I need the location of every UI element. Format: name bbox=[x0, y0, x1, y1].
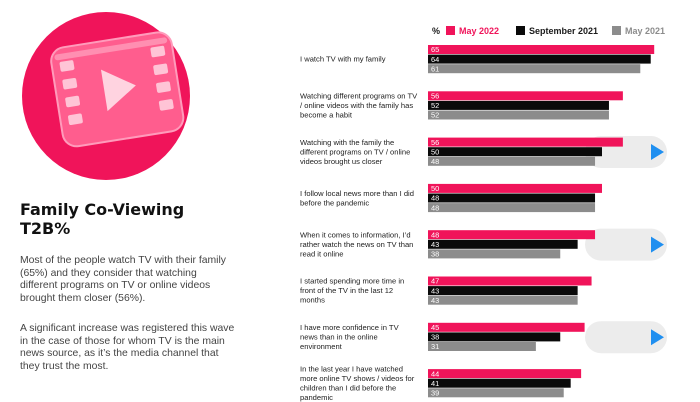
data-label: 43 bbox=[431, 240, 439, 249]
bar bbox=[428, 110, 609, 120]
bar bbox=[428, 249, 561, 259]
bar bbox=[428, 147, 602, 157]
data-label: 56 bbox=[431, 92, 439, 101]
bar bbox=[428, 342, 536, 351]
category-label: Watching with the family the different pr… bbox=[300, 138, 410, 166]
data-label: 38 bbox=[431, 250, 439, 259]
legend-swatch bbox=[446, 26, 455, 35]
data-label: 50 bbox=[431, 184, 439, 193]
data-label: 31 bbox=[431, 342, 439, 351]
data-label: 39 bbox=[431, 389, 439, 398]
bar bbox=[428, 64, 641, 74]
bar bbox=[428, 378, 571, 388]
data-label: 65 bbox=[431, 45, 439, 54]
data-label: 48 bbox=[431, 203, 439, 212]
data-label: 50 bbox=[431, 147, 439, 156]
category-label: In the last year I have watched more onli… bbox=[300, 365, 415, 402]
bar bbox=[428, 230, 596, 240]
data-label: 43 bbox=[431, 296, 439, 305]
tv-video-illustration bbox=[22, 12, 190, 180]
category-label: I started spending more time in front of … bbox=[300, 277, 404, 305]
bar bbox=[428, 322, 585, 332]
legend-percent-label: % bbox=[432, 26, 441, 36]
section-heading: Family Co-Viewing T2B% bbox=[20, 200, 260, 238]
bar bbox=[428, 100, 609, 110]
paragraph-2: A significant increase was registered th… bbox=[20, 323, 235, 372]
bar bbox=[428, 137, 623, 147]
paragraph-1: Most of the people watch TV with their f… bbox=[20, 255, 226, 304]
category-label: When it comes to information, I’d rather … bbox=[300, 230, 413, 258]
hero-play-icon bbox=[100, 69, 136, 112]
bar bbox=[428, 54, 651, 64]
bar bbox=[428, 45, 655, 54]
data-label: 61 bbox=[431, 64, 439, 73]
legend-label: May 2022 bbox=[459, 26, 500, 36]
data-label: 41 bbox=[431, 379, 439, 388]
play-marker-background bbox=[585, 321, 667, 354]
category-label: Watching different programs on TV / onlin… bbox=[300, 91, 418, 119]
category-label: I have more confidence in TV news than in… bbox=[300, 323, 400, 351]
bar bbox=[428, 156, 596, 166]
bar bbox=[428, 183, 602, 193]
data-label: 48 bbox=[431, 157, 439, 166]
bar bbox=[428, 388, 564, 398]
data-label: 38 bbox=[431, 333, 439, 342]
legend-item-may-2021: May 2021 bbox=[612, 24, 665, 38]
play-icon bbox=[651, 144, 664, 160]
bar bbox=[428, 295, 578, 305]
bar bbox=[428, 276, 592, 286]
data-label: 52 bbox=[431, 101, 439, 110]
play-marker-background bbox=[585, 228, 667, 261]
data-label: 45 bbox=[431, 323, 439, 332]
category-label: I watch TV with my family bbox=[300, 55, 386, 64]
data-label: 44 bbox=[431, 369, 439, 378]
data-label: 48 bbox=[431, 194, 439, 203]
legend-label: May 2021 bbox=[625, 26, 666, 36]
bar bbox=[428, 239, 578, 249]
play-icon bbox=[651, 329, 664, 346]
bar bbox=[428, 369, 582, 379]
heading-line-1: Family Co-Viewing bbox=[20, 200, 185, 219]
data-label: 52 bbox=[431, 111, 439, 120]
bar bbox=[428, 332, 561, 342]
data-label: 64 bbox=[431, 55, 439, 64]
bar bbox=[428, 203, 596, 213]
legend-swatch bbox=[612, 26, 621, 35]
bar bbox=[428, 91, 623, 101]
data-label: 56 bbox=[431, 138, 439, 147]
data-label: 48 bbox=[431, 230, 439, 239]
legend-label: September 2021 bbox=[529, 26, 599, 36]
bar bbox=[428, 193, 596, 203]
legend-swatch bbox=[516, 26, 525, 35]
play-icon bbox=[651, 236, 664, 253]
legend-item-september-2021: September 2021 bbox=[516, 24, 598, 38]
data-label: 43 bbox=[431, 286, 439, 295]
category-label: I follow local news more than I did befor… bbox=[300, 189, 414, 208]
bar bbox=[428, 286, 578, 296]
data-label: 47 bbox=[431, 277, 439, 286]
legend-item-may-2022: May 2022 bbox=[446, 24, 499, 38]
heading-line-2: T2B% bbox=[20, 219, 71, 238]
chart-legend: % May 2022 September 2021 May 2021 bbox=[430, 24, 700, 40]
